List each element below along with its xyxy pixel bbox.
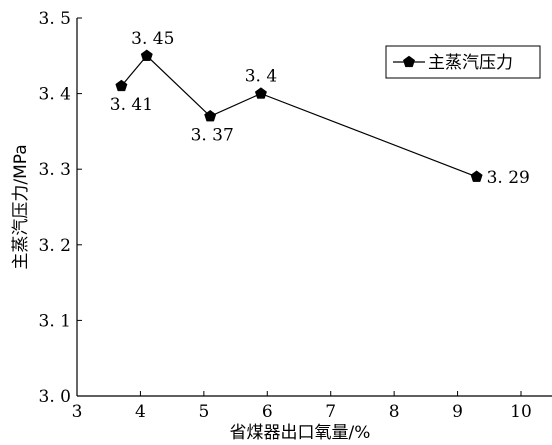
legend: 主蒸汽压力 [385, 45, 541, 79]
y-tick-label: 3. 1 [39, 311, 71, 331]
data-label: 3. 41 [110, 95, 153, 115]
series-layer [115, 49, 483, 182]
x-tick-label: 9 [452, 402, 463, 422]
x-tick-label: 4 [135, 402, 146, 422]
y-axis-title: 主蒸汽压力/MPa [11, 144, 31, 269]
y-tick-label: 3. 0 [39, 387, 71, 407]
x-tick-label: 7 [325, 402, 336, 422]
data-labels: 3. 41 3. 45 3. 37 3. 4 3. 29 [110, 29, 530, 188]
data-point [470, 170, 483, 182]
x-tick-label: 3 [72, 402, 83, 422]
data-label: 3. 4 [245, 67, 277, 87]
data-point [204, 109, 217, 122]
data-point [115, 79, 128, 92]
data-label: 3. 45 [131, 29, 174, 49]
legend-marker [402, 55, 416, 68]
ticks: 3 4 5 6 7 8 9 10 3. 0 3. 1 3. 2 3. 3 3. 4 3. 5 [39, 9, 532, 422]
data-label: 3. 29 [487, 168, 530, 188]
axes [76, 18, 552, 397]
y-tick-label: 3. 5 [39, 9, 71, 29]
x-tick-label: 5 [198, 402, 209, 422]
data-label: 3. 37 [191, 125, 234, 145]
y-tick-label: 3. 2 [39, 236, 71, 256]
data-point [140, 49, 153, 61]
x-tick-label: 8 [389, 402, 400, 422]
legend-label: 主蒸汽压力 [428, 53, 513, 73]
y-tick-label: 3. 4 [39, 85, 71, 105]
x-axis-title: 省煤器出口氧量/% [230, 423, 371, 443]
x-tick-label: 10 [510, 402, 532, 422]
y-tick-label: 3. 3 [39, 160, 71, 180]
x-tick-label: 6 [262, 402, 273, 422]
data-point [254, 87, 267, 99]
